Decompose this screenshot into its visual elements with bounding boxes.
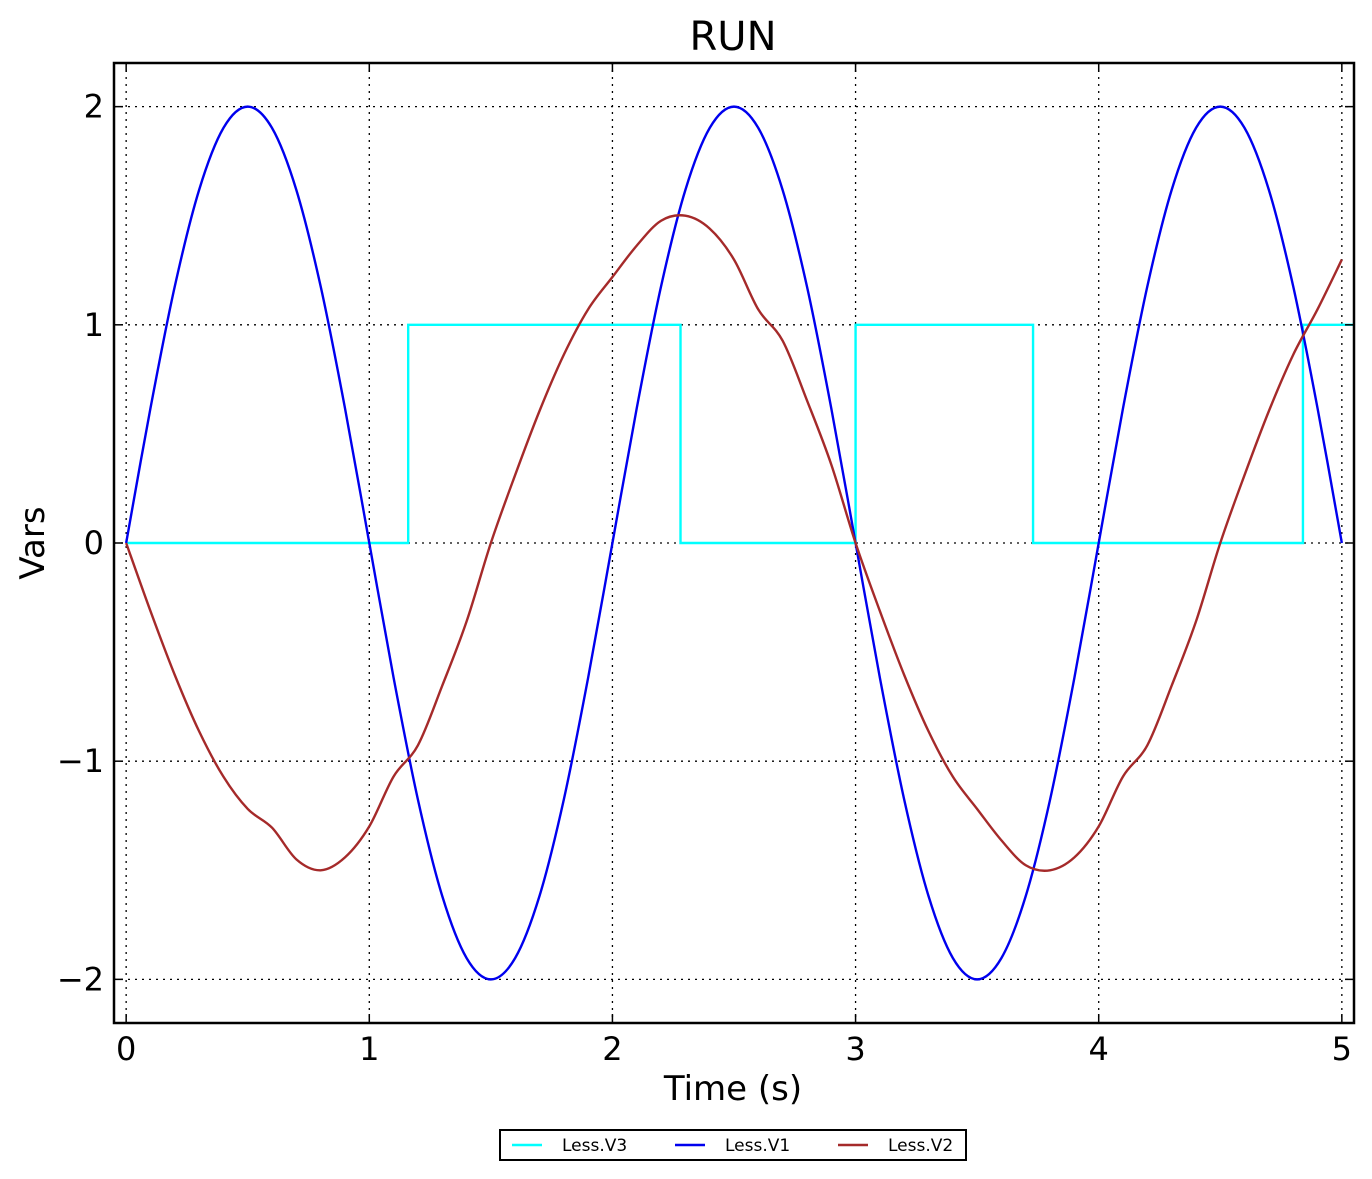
x-axis-label: Time (s)	[663, 1069, 802, 1109]
y-tick-label: 1	[84, 306, 104, 344]
series-layer	[124, 105, 1354, 981]
grid-layer	[114, 63, 1354, 1023]
x-tick-label: 1	[359, 1030, 379, 1068]
y-tick-label: 0	[84, 524, 104, 562]
x-tick-label: 0	[116, 1030, 136, 1068]
legend-label: Less.V2	[888, 1136, 953, 1156]
y-tick-label: 2	[84, 88, 104, 126]
y-axis-label: Vars	[13, 506, 53, 579]
x-tick-label: 5	[1332, 1030, 1352, 1068]
series-line-less-v1	[124, 105, 1344, 981]
x-tick-label: 3	[845, 1030, 865, 1068]
x-tick-label: 4	[1089, 1030, 1109, 1068]
series-line-less-v2	[125, 214, 1343, 872]
ticks-layer: 0 1 2 3 4 5 −2 −1 0 1 2	[57, 63, 1354, 1068]
legend-label: Less.V1	[725, 1136, 790, 1156]
legend: Less.V3 Less.V1 Less.V2	[499, 1129, 967, 1161]
y-tick-label: −1	[57, 742, 104, 780]
x-tick-label: 2	[602, 1030, 622, 1068]
legend-label: Less.V3	[562, 1136, 627, 1156]
legend-box	[499, 1129, 967, 1161]
chart-title: RUN	[690, 14, 777, 60]
y-tick-label: −2	[57, 960, 104, 998]
series-line-less-v3	[126, 323, 1354, 545]
legend-items: Less.V3 Less.V1 Less.V2	[512, 1136, 953, 1156]
